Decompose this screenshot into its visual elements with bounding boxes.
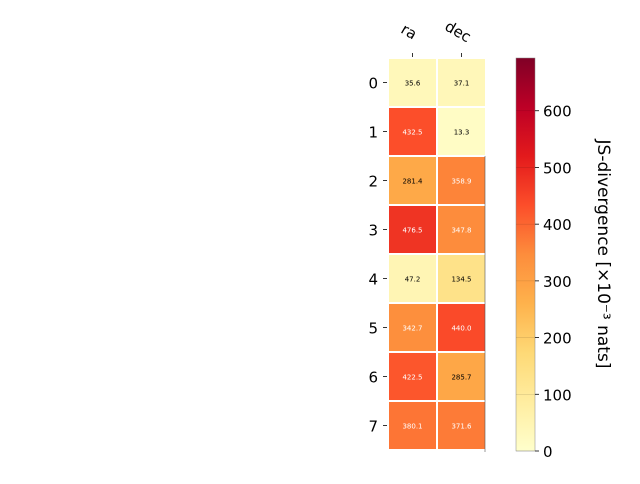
heatmap-cell-1-ra — [389, 108, 436, 155]
heatmap-cell-1-dec — [438, 108, 485, 155]
heatmap-cell-5-dec — [438, 304, 485, 351]
heatmap-cell-4-ra — [389, 255, 436, 302]
cell-value-label-0-dec: 37.1 — [454, 80, 470, 88]
cell-value-label-2-ra: 281.4 — [402, 178, 423, 186]
heatmap-cell-7-ra — [389, 402, 436, 449]
heatmap-cell-3-dec — [438, 206, 485, 253]
cell-value-label-6-ra: 422.5 — [402, 374, 422, 382]
cell-value-label-6-dec: 285.7 — [451, 374, 471, 382]
cell-value-label-3-dec: 347.8 — [451, 227, 471, 235]
colorbar-tick-label-500: 500 — [543, 159, 572, 177]
row-label-6: 6 — [368, 369, 378, 387]
colorbar-tick-label-100: 100 — [543, 386, 572, 404]
row-label-0: 0 — [368, 75, 378, 93]
heatmap-cell-0-ra — [389, 59, 436, 106]
cell-value-label-7-dec: 371.6 — [451, 423, 472, 431]
row-label-3: 3 — [368, 222, 378, 240]
cell-value-label-2-dec: 358.9 — [451, 178, 471, 186]
heatmap-cell-7-dec — [438, 402, 485, 449]
heatmap-cell-0-dec — [438, 59, 485, 106]
cell-value-label-0-ra: 35.6 — [405, 80, 421, 88]
column-label-dec: dec — [442, 17, 474, 46]
cell-value-label-3-ra: 476.5 — [402, 227, 422, 235]
row-label-2: 2 — [368, 173, 378, 191]
colorbar-gradient — [515, 57, 536, 452]
row-label-5: 5 — [368, 320, 378, 338]
heatmap-cell-2-ra — [389, 157, 436, 204]
heatmap-cell-4-dec — [438, 255, 485, 302]
colorbar-tick-label-300: 300 — [543, 273, 572, 291]
colorbar-tick-label-600: 600 — [543, 103, 572, 121]
row-label-7: 7 — [368, 418, 378, 436]
heatmap-cell-6-dec — [438, 353, 485, 400]
column-label-ra: ra — [398, 20, 420, 43]
heatmap-cell-3-ra — [389, 206, 436, 253]
colorbar-tick-label-400: 400 — [543, 216, 572, 234]
row-label-4: 4 — [368, 271, 378, 289]
cell-value-label-7-ra: 380.1 — [402, 423, 422, 431]
colorbar-tick-label-200: 200 — [543, 330, 572, 348]
colorbar: 0 100 200 300 400 500 600 JS-divergence [×10⁻³ … — [515, 57, 613, 461]
heatmap-cell-6-ra — [389, 353, 436, 400]
colorbar-tick-label-0: 0 — [543, 443, 553, 461]
row-label-1: 1 — [368, 124, 378, 142]
cell-value-label-1-dec: 13.3 — [454, 129, 470, 137]
cell-value-label-4-ra: 47.2 — [405, 276, 421, 284]
column-labels: ra dec — [398, 17, 474, 57]
row-labels: 0 1 2 3 4 5 6 7 — [368, 75, 387, 436]
heatmap-cell-2-dec — [438, 157, 485, 204]
colorbar-label: JS-divergence [×10⁻³ nats] — [593, 139, 613, 369]
cell-value-label-4-dec: 134.5 — [451, 276, 471, 284]
heatmap-cell-5-ra — [389, 304, 436, 351]
cell-value-label-1-ra: 432.5 — [402, 129, 422, 137]
heatmap-cells: 35.6 37.1 432.5 13.3 281.4 358.9 476.5 347.8 47.… — [389, 59, 486, 452]
cell-value-label-5-dec: 440.0 — [451, 325, 471, 333]
cell-value-label-5-ra: 342.7 — [402, 325, 422, 333]
